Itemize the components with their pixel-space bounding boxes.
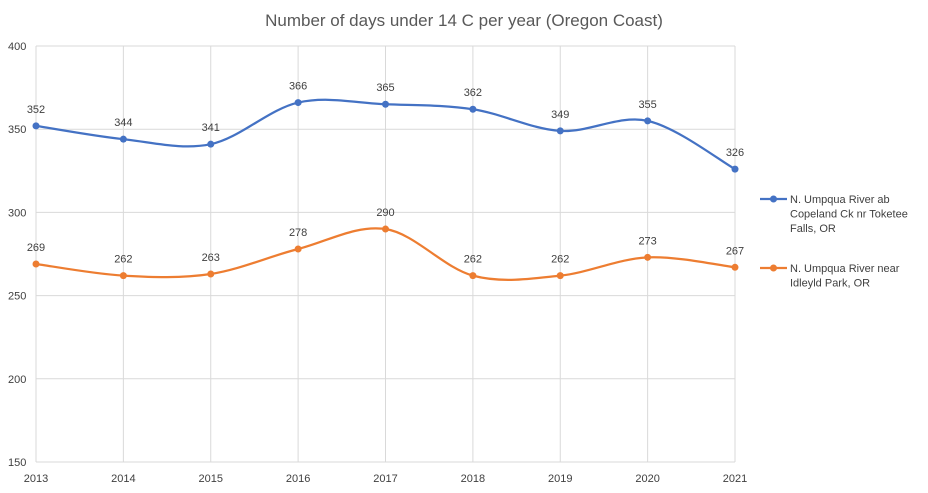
data-point <box>207 270 215 278</box>
data-label: 341 <box>202 122 220 134</box>
data-label: 269 <box>27 242 45 254</box>
data-point <box>382 225 389 233</box>
y-tick-label: 300 <box>8 207 26 219</box>
data-label: 273 <box>638 235 656 247</box>
data-point <box>294 99 302 107</box>
data-point <box>469 272 477 280</box>
data-point <box>382 100 389 108</box>
data-label: 262 <box>464 254 482 266</box>
data-point <box>119 135 127 143</box>
x-tick-label: 2014 <box>111 473 135 485</box>
data-label: 362 <box>464 87 482 99</box>
data-point <box>207 140 215 148</box>
gridlines <box>35 45 736 463</box>
data-label: 365 <box>376 82 394 94</box>
legend-label: N. Umpqua River ab <box>790 194 890 206</box>
data-label: 352 <box>27 104 45 116</box>
legend: N. Umpqua River ab Copeland Ck nr Toketee… <box>760 194 908 290</box>
legend-label: Idleyld Park, OR <box>790 278 870 290</box>
axes: 150 200 250 300 350 400 2013 2014 2015 2016 2017 20… <box>8 41 747 485</box>
data-point <box>731 263 739 271</box>
y-tick-label: 350 <box>8 124 26 136</box>
x-tick-label: 2019 <box>548 473 572 485</box>
data-point <box>731 165 739 173</box>
y-tick-label: 150 <box>8 457 26 469</box>
data-label: 349 <box>551 109 569 121</box>
y-tick-label: 200 <box>8 374 26 386</box>
data-point <box>644 253 652 261</box>
legend-label: Falls, OR <box>790 223 836 235</box>
x-tick-label: 2020 <box>635 473 659 485</box>
data-label: 262 <box>114 254 132 266</box>
data-label: 366 <box>289 81 307 93</box>
data-point <box>644 117 652 125</box>
x-tick-label: 2015 <box>199 473 223 485</box>
data-label: 267 <box>726 245 744 257</box>
x-tick-label: 2016 <box>286 473 310 485</box>
data-point <box>294 245 302 253</box>
data-label: 344 <box>114 117 132 129</box>
x-tick-label: 2017 <box>373 473 397 485</box>
data-point <box>556 127 564 135</box>
y-tick-label: 400 <box>8 41 26 53</box>
data-point <box>32 122 40 130</box>
x-tick-label: 2013 <box>24 473 48 485</box>
data-label: 355 <box>638 99 656 111</box>
data-point <box>32 260 40 268</box>
x-tick-label: 2018 <box>461 473 485 485</box>
legend-swatch-marker <box>770 264 777 272</box>
x-tick-label: 2021 <box>723 473 747 485</box>
chart-title: Number of days under 14 C per year (Oreg… <box>265 11 663 30</box>
series-group: 352 344 341 366 365 362 349 355 326 269 262 263 278 2… <box>27 81 744 281</box>
data-point <box>469 105 477 113</box>
legend-label: Copeland Ck nr Toketee <box>790 209 908 221</box>
y-tick-label: 250 <box>8 291 26 303</box>
legend-label: N. Umpqua River near <box>790 263 900 275</box>
data-label: 262 <box>551 254 569 266</box>
data-label: 326 <box>726 147 744 159</box>
legend-swatch-marker <box>770 195 777 203</box>
data-point <box>556 272 564 280</box>
data-label: 290 <box>376 207 394 219</box>
data-label: 263 <box>202 252 220 264</box>
data-label: 278 <box>289 227 307 239</box>
data-point <box>119 272 127 280</box>
